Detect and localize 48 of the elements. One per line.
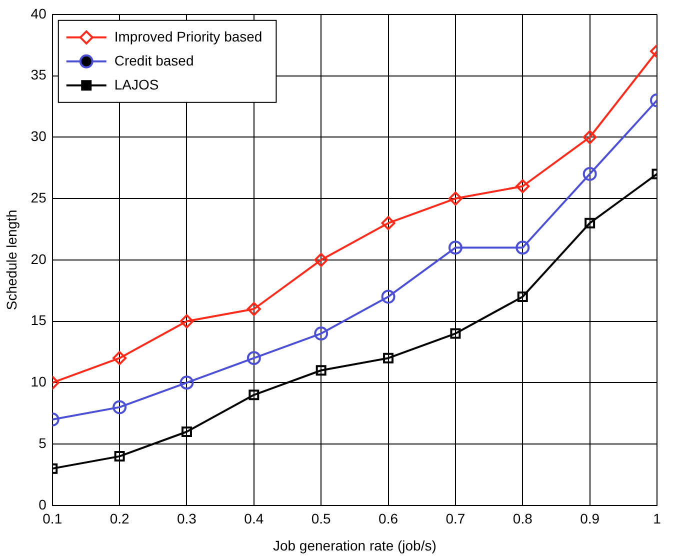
legend-label: LAJOS: [114, 76, 159, 92]
x-tick-label: 0.8: [512, 510, 533, 527]
point: [314, 252, 328, 267]
y-tick-label: 10: [30, 374, 47, 390]
x-tick-label: 0.4: [244, 510, 264, 527]
point: [314, 326, 328, 341]
point: [584, 218, 596, 228]
y-tick-label: 5: [38, 434, 47, 451]
x-tick-label: 0.5: [311, 510, 332, 527]
x-tick-label: 1: [653, 510, 662, 527]
y-tick-label: 35: [30, 66, 47, 83]
point: [450, 328, 461, 339]
legend-label: Improved Priority based: [114, 28, 262, 44]
point: [516, 179, 530, 194]
y-tick-label: 0: [38, 496, 47, 512]
x-axis-title: Job generation rate (job/s): [272, 537, 436, 554]
point: [448, 240, 462, 255]
x-tick-label: 0.9: [580, 510, 600, 527]
y-axis-title: Schedule length: [3, 210, 20, 310]
point: [112, 400, 127, 414]
point: [114, 451, 125, 462]
x-tick-label: 0.7: [446, 510, 466, 527]
y-tick-label: 30: [30, 128, 47, 144]
x-tick-label: 0.3: [177, 510, 197, 527]
x-tick-label: 0.2: [110, 510, 130, 527]
point: [383, 352, 394, 364]
point: [517, 291, 528, 302]
point: [582, 130, 597, 144]
point: [180, 376, 194, 390]
point: [582, 166, 597, 181]
point: [248, 390, 260, 400]
y-tick-label: 15: [30, 312, 47, 328]
legend-label: Credit based: [114, 52, 194, 68]
x-tick-label: 0.6: [378, 510, 398, 527]
point: [246, 351, 261, 366]
point: [381, 290, 396, 304]
point: [180, 314, 194, 328]
y-tick-label: 20: [30, 250, 47, 267]
point: [316, 365, 326, 376]
y-tick-label: 25: [30, 189, 47, 206]
point: [112, 351, 127, 366]
point: [246, 302, 261, 316]
point: [181, 426, 192, 437]
y-tick-label: 40: [30, 5, 47, 22]
point: [516, 240, 530, 255]
point: [448, 192, 462, 206]
point: [381, 216, 396, 230]
x-tick-label: 0.1: [42, 510, 62, 527]
